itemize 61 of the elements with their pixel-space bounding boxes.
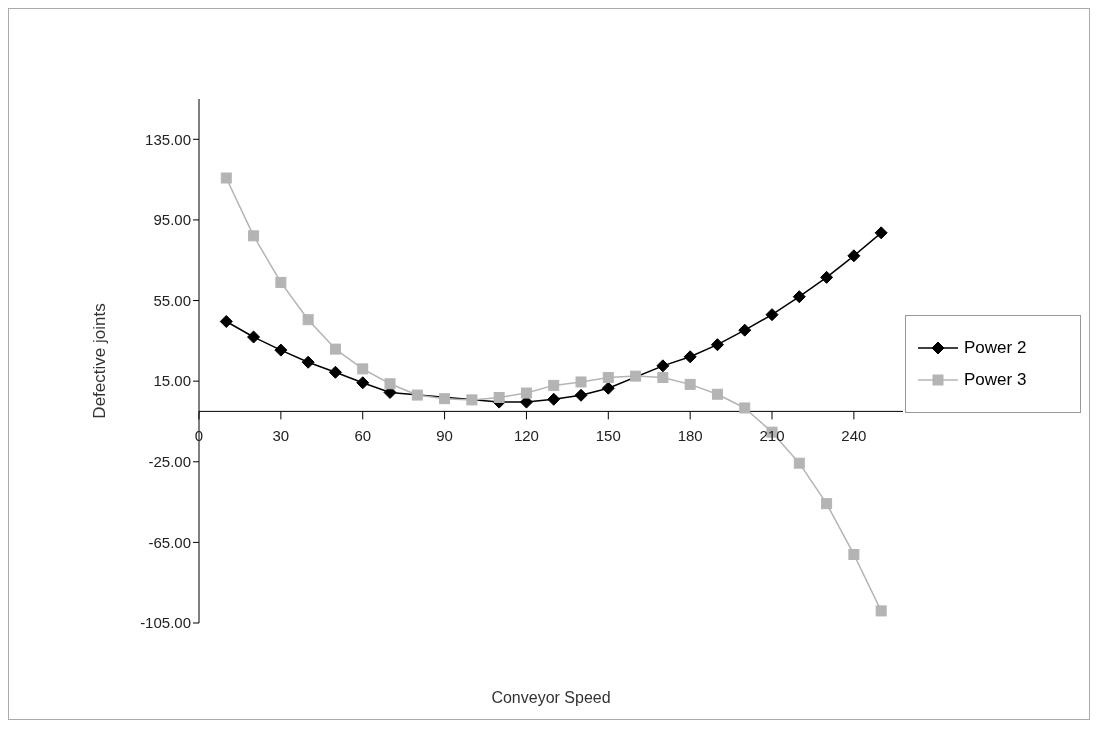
point	[847, 249, 861, 263]
legend-label: Power 2	[964, 338, 1027, 358]
point	[547, 392, 561, 406]
point	[738, 323, 752, 337]
point	[739, 402, 751, 414]
point	[219, 315, 233, 328]
point	[248, 230, 260, 242]
y-tick-label: 135.00	[145, 130, 191, 148]
point	[301, 355, 315, 369]
point	[439, 393, 451, 405]
point	[602, 372, 614, 384]
point	[356, 376, 370, 390]
point	[792, 290, 806, 304]
y-tick-label: 55.00	[153, 291, 191, 309]
point	[601, 381, 615, 395]
point	[710, 338, 724, 352]
x-axis-title: Conveyor Speed	[491, 689, 611, 706]
point	[820, 270, 834, 284]
y-tick-label: -65.00	[148, 533, 191, 551]
point	[574, 388, 588, 402]
x-tick-label: 180	[677, 427, 703, 445]
point	[875, 605, 887, 617]
point	[548, 379, 560, 391]
point	[683, 350, 697, 364]
point	[357, 363, 369, 375]
y-tick-label: -105.00	[140, 614, 191, 632]
point	[274, 343, 288, 357]
point	[411, 389, 423, 401]
y-tick-label: 15.00	[153, 372, 191, 390]
point	[220, 172, 232, 184]
y-tick-label: -25.00	[148, 453, 191, 471]
point	[329, 343, 341, 355]
point	[765, 308, 779, 322]
y-tick-label: 95.00	[153, 211, 191, 229]
point	[575, 376, 587, 388]
x-tick-label: 60	[354, 427, 372, 445]
point	[630, 370, 642, 382]
x-tick-label: 240	[841, 427, 867, 445]
y-axis-title: Defective joints	[90, 303, 110, 419]
point	[657, 372, 669, 384]
point	[656, 359, 670, 373]
point	[384, 378, 396, 390]
point	[793, 457, 805, 469]
point	[711, 388, 723, 400]
point	[302, 314, 314, 326]
point	[520, 387, 532, 399]
point	[328, 365, 342, 379]
point	[466, 394, 478, 406]
point	[275, 276, 287, 288]
legend-label: Power 3	[964, 370, 1027, 390]
x-tick-label: 30	[272, 427, 290, 445]
point	[848, 548, 860, 560]
point	[247, 330, 261, 344]
x-tick-label: 210	[759, 427, 785, 445]
x-tick-label: 90	[436, 427, 453, 445]
point	[684, 378, 696, 390]
x-tick-label: 150	[595, 427, 621, 445]
point	[821, 498, 833, 510]
x-tick-label: 120	[513, 427, 539, 445]
point	[874, 226, 888, 240]
point	[493, 391, 505, 403]
